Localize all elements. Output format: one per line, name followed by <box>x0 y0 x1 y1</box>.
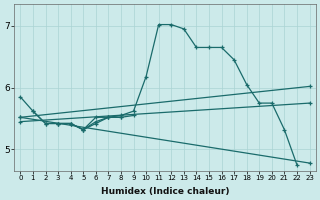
X-axis label: Humidex (Indice chaleur): Humidex (Indice chaleur) <box>101 187 229 196</box>
